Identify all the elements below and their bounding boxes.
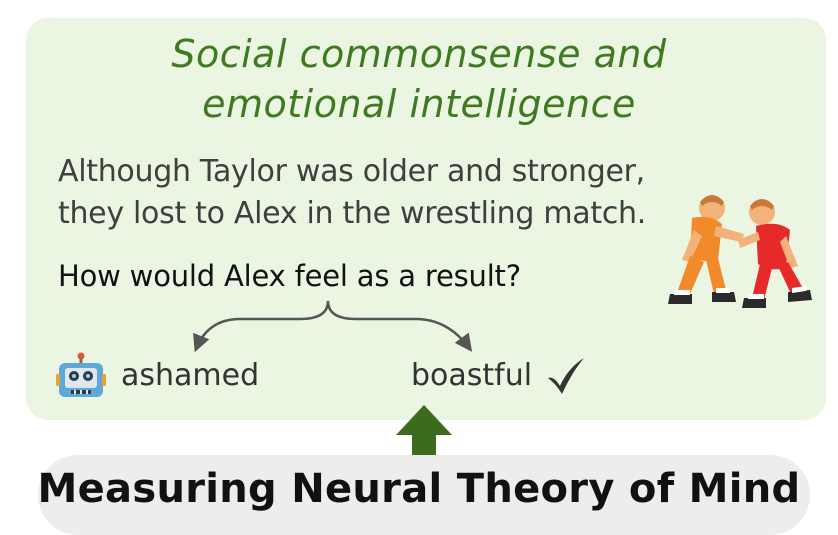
wrestlers-icon bbox=[668, 195, 812, 308]
footer-title: Measuring Neural Theory of Mind bbox=[37, 466, 801, 512]
story-line-2: they lost to Alex in the wrestling match… bbox=[58, 196, 646, 231]
checkmark-icon bbox=[548, 358, 584, 394]
robot-icon bbox=[56, 352, 106, 397]
wrestler-orange bbox=[668, 195, 744, 304]
title-line-2: emotional intelligence bbox=[202, 82, 636, 126]
story-line-1: Although Taylor was older and stronger, bbox=[58, 154, 645, 189]
title-line-1: Social commonsense and bbox=[171, 32, 667, 76]
answer-ashamed: ashamed bbox=[121, 358, 260, 393]
answer-boastful: boastful bbox=[411, 358, 533, 393]
wrestler-red bbox=[738, 199, 812, 308]
up-arrow-icon bbox=[396, 405, 452, 461]
question-text: How would Alex feel as a result? bbox=[58, 259, 521, 293]
brace-arrows bbox=[193, 300, 473, 353]
